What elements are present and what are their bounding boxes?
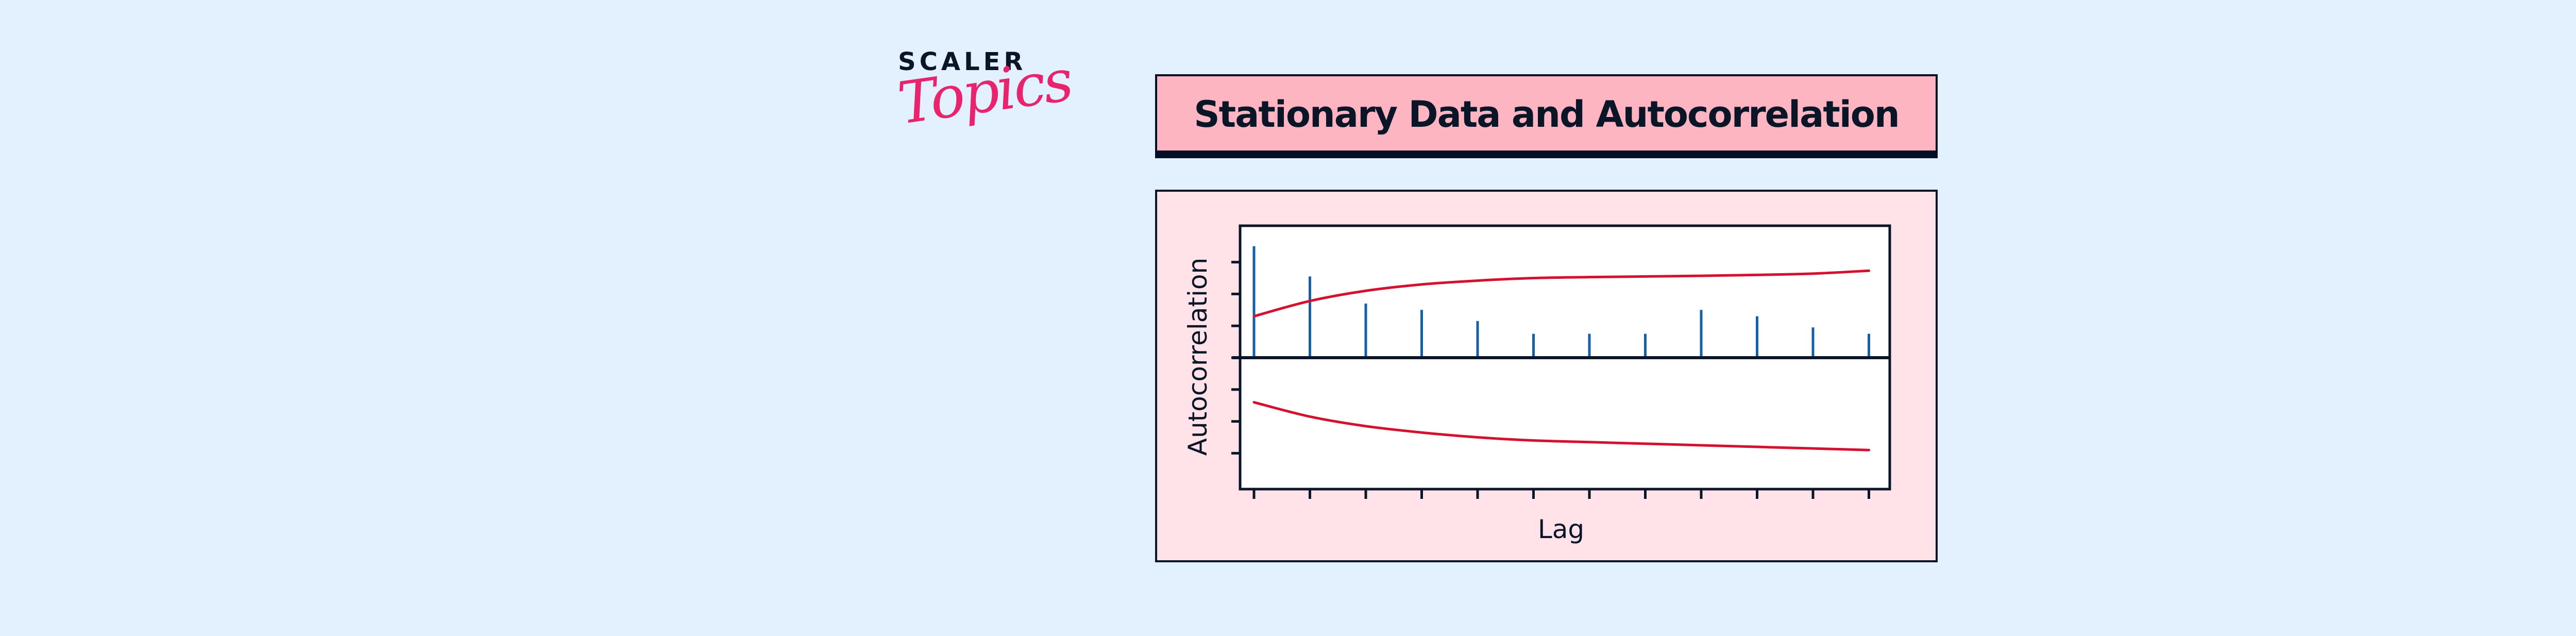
scaler-topics-logo: SCALER Topics <box>894 47 1075 150</box>
chart-title: Stationary Data and Autocorrelation <box>1194 93 1900 136</box>
acf-stems <box>1252 246 1870 358</box>
x-axis-label: Lag <box>1538 514 1584 544</box>
logo-scaler-text: SCALER <box>898 47 1027 76</box>
y-axis-label: Autocorrelation <box>1183 258 1213 456</box>
x-axis-ticks <box>1252 489 1870 499</box>
title-banner-shadow <box>1155 150 1938 158</box>
upper-confidence-curve <box>1252 269 1870 318</box>
lower-confidence-curve <box>1252 401 1870 451</box>
title-banner: Stationary Data and Autocorrelation <box>1155 74 1938 153</box>
